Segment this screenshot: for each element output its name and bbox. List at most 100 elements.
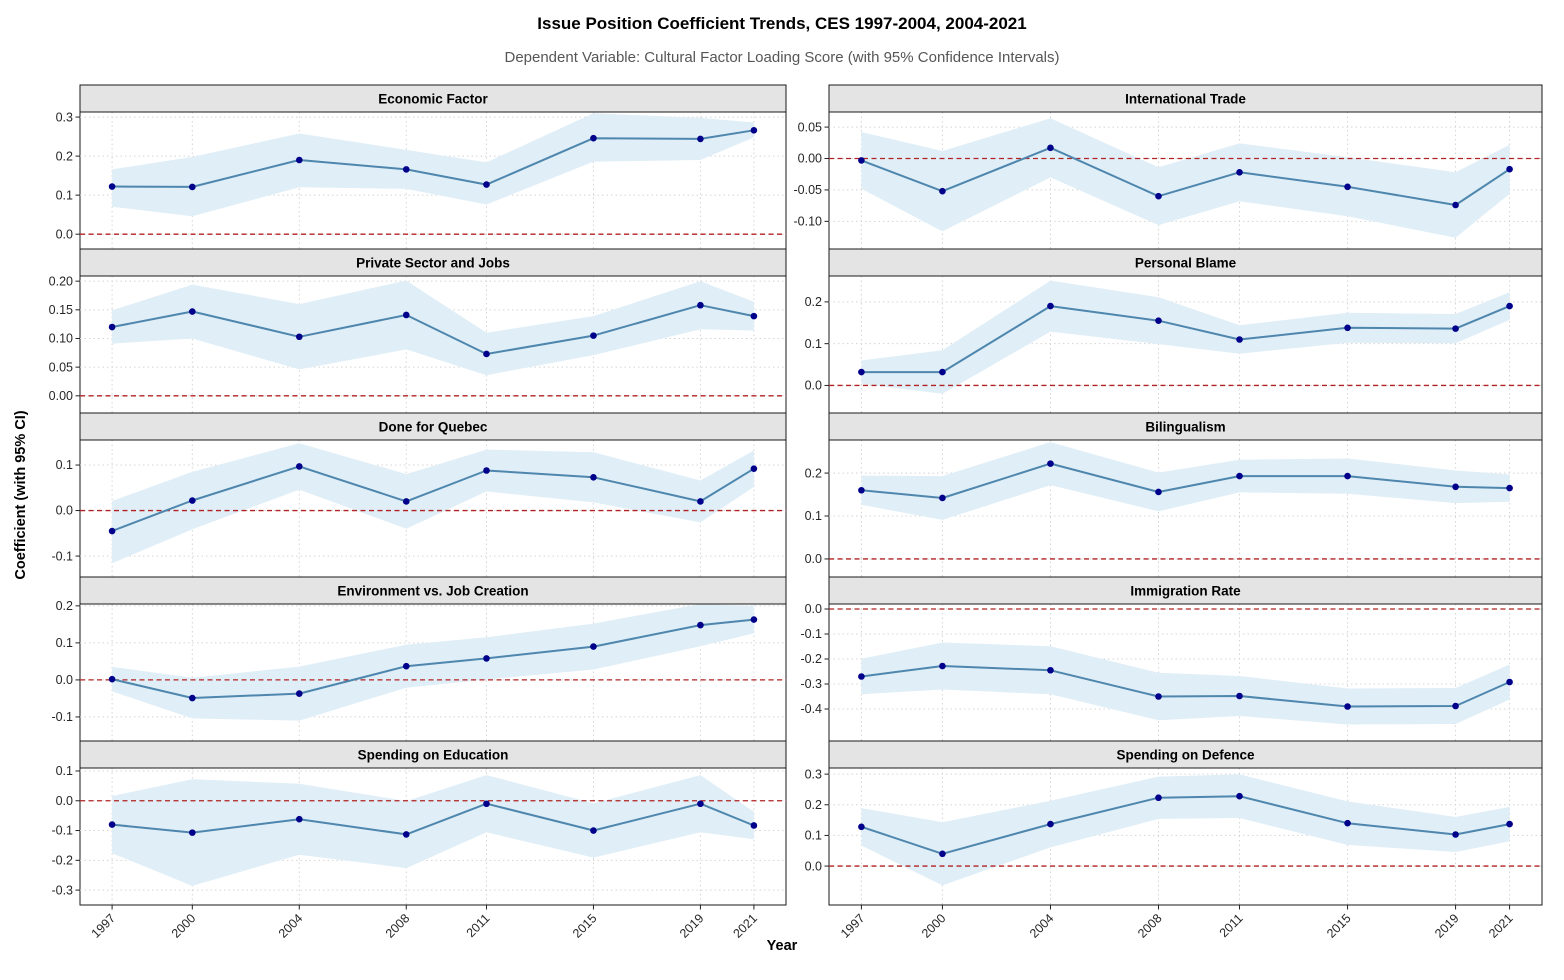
data-point bbox=[108, 527, 116, 535]
trend-line bbox=[861, 146, 1511, 206]
data-point bbox=[750, 127, 758, 134]
confidence-ribbon bbox=[861, 442, 1510, 520]
confidence-ribbon bbox=[861, 774, 1510, 886]
data-point bbox=[1344, 183, 1351, 191]
data-point bbox=[939, 187, 946, 195]
trend-line bbox=[861, 462, 1510, 499]
y-tick-label: 0.3 bbox=[56, 110, 73, 124]
panel-done-for-quebec: Done for Quebec -0.1 0.0 0.1 bbox=[51, 412, 787, 578]
data-point bbox=[189, 183, 196, 191]
confidence-ribbon bbox=[112, 604, 754, 721]
y-tick-label: -0.1 bbox=[800, 627, 822, 641]
data-point bbox=[295, 815, 303, 823]
x-tick-label: 2019 bbox=[677, 911, 707, 941]
y-tick-label: 0.1 bbox=[56, 636, 73, 650]
data-point bbox=[939, 368, 946, 376]
data-point bbox=[750, 616, 758, 623]
data-point bbox=[697, 135, 704, 143]
data-point bbox=[1506, 484, 1513, 492]
y-tick-label: 0.2 bbox=[805, 798, 822, 812]
panel-immigration-rate: Immigration Rate -0.4 -0.3 -0.2 -0.1 0.0 bbox=[800, 576, 1543, 742]
data-point bbox=[1155, 317, 1162, 324]
data-point bbox=[483, 181, 490, 188]
y-tick-label: 0.0 bbox=[56, 794, 73, 808]
trend-line bbox=[112, 802, 755, 836]
data-point bbox=[590, 827, 597, 834]
x-tick-label: 2019 bbox=[1432, 911, 1462, 941]
y-tick-label: -0.1 bbox=[51, 710, 73, 724]
y-tick-label: 0.0 bbox=[56, 673, 73, 687]
y-tick-label: 0.1 bbox=[805, 829, 822, 843]
x-tick-label: 2021 bbox=[1486, 911, 1516, 941]
facet-strip bbox=[79, 740, 787, 769]
data-point bbox=[189, 694, 196, 702]
y-tick-label: 0.1 bbox=[805, 509, 822, 523]
data-point bbox=[1506, 820, 1513, 828]
x-tick-label: 2000 bbox=[919, 911, 949, 941]
data-point bbox=[402, 831, 410, 838]
y-tick-label: -0.2 bbox=[800, 652, 822, 666]
panel-personal-blame: Personal Blame 0.0 0.1 0.2 bbox=[805, 248, 1543, 414]
y-tick-label: -0.10 bbox=[794, 215, 823, 229]
data-point bbox=[697, 498, 704, 505]
facet-strip bbox=[79, 576, 787, 605]
facet-strip bbox=[828, 248, 1543, 277]
data-point bbox=[108, 323, 116, 331]
facet-title: Environment vs. Job Creation bbox=[337, 584, 528, 599]
facet-strip bbox=[828, 576, 1543, 605]
data-point bbox=[483, 350, 490, 358]
data-point bbox=[1344, 819, 1351, 827]
panel-economic-factor: Economic Factor 0.0 0.1 0.2 0.3 bbox=[56, 84, 787, 250]
facet-strip bbox=[79, 412, 787, 441]
y-tick-label: 0.3 bbox=[805, 767, 822, 781]
data-point bbox=[590, 643, 597, 650]
y-tick-label: 0.0 bbox=[805, 859, 822, 873]
y-axis-label: Coefficient (with 95% CI) bbox=[13, 410, 29, 580]
data-point bbox=[108, 821, 116, 828]
chart-title: Issue Position Coefficient Trends, CES 1… bbox=[537, 14, 1027, 33]
data-point bbox=[939, 662, 946, 670]
trend-line bbox=[111, 304, 755, 355]
data-point bbox=[1452, 325, 1459, 332]
facet-title: Personal Blame bbox=[1135, 256, 1237, 271]
confidence-ribbon bbox=[861, 118, 1510, 238]
data-point bbox=[590, 474, 597, 481]
chart-subtitle: Dependent Variable: Cultural Factor Load… bbox=[504, 49, 1060, 66]
y-tick-label: 0.2 bbox=[805, 295, 822, 309]
data-point bbox=[1506, 678, 1513, 686]
y-tick-label: 0.1 bbox=[56, 764, 73, 778]
y-tick-label: 0.05 bbox=[49, 360, 73, 374]
data-point bbox=[1236, 472, 1243, 480]
data-point bbox=[1452, 702, 1459, 710]
y-tick-label: -0.1 bbox=[51, 549, 73, 563]
trend-line bbox=[861, 795, 1510, 855]
data-point bbox=[1047, 666, 1054, 674]
y-tick-label: -0.05 bbox=[794, 183, 823, 197]
data-point bbox=[402, 311, 410, 319]
y-tick-label: -0.2 bbox=[51, 854, 73, 868]
data-point bbox=[295, 463, 303, 470]
y-tick-label: -0.3 bbox=[51, 883, 73, 897]
y-tick-label: 0.20 bbox=[49, 274, 73, 288]
data-point bbox=[1344, 703, 1351, 710]
data-point bbox=[1047, 144, 1054, 152]
trend-line bbox=[111, 465, 755, 532]
confidence-ribbon bbox=[112, 443, 754, 564]
data-point bbox=[1344, 324, 1351, 332]
confidence-ribbon bbox=[861, 280, 1510, 394]
data-point bbox=[1236, 169, 1243, 176]
facet-title: Private Sector and Jobs bbox=[356, 256, 510, 271]
confidence-ribbon bbox=[112, 775, 754, 886]
data-point bbox=[1506, 165, 1513, 173]
facet-title: Immigration Rate bbox=[1130, 584, 1241, 599]
facet-title: Done for Quebec bbox=[379, 420, 488, 435]
y-tick-label: 0.0 bbox=[56, 504, 73, 518]
data-point bbox=[750, 465, 758, 472]
facet-title: Spending on Defence bbox=[1116, 748, 1255, 763]
data-point bbox=[108, 675, 116, 683]
y-tick-label: 0.0 bbox=[805, 602, 822, 616]
data-point bbox=[483, 467, 490, 474]
facet-strip bbox=[828, 740, 1543, 769]
facet-title: Economic Factor bbox=[378, 92, 488, 107]
data-point bbox=[858, 157, 865, 164]
